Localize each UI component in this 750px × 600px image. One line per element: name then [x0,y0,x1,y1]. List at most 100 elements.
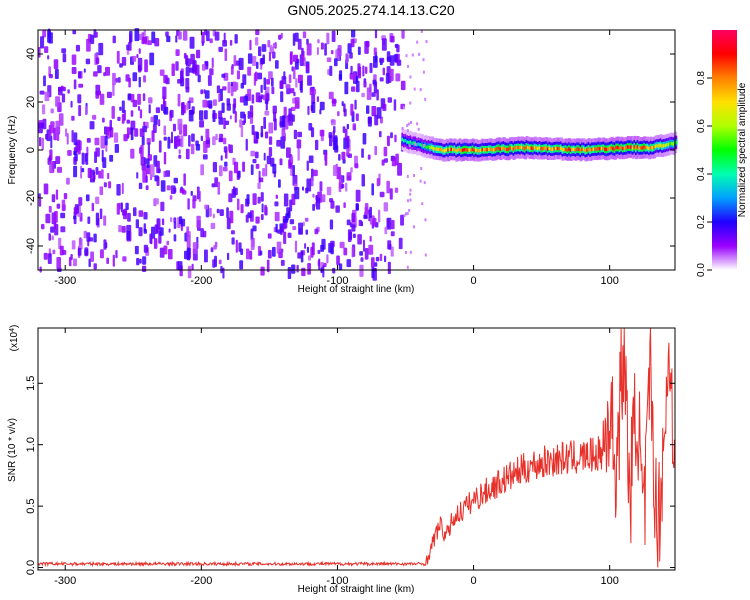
heatmap-cell [163,125,166,136]
heatmap-cell [453,147,457,151]
heatmap-cell [386,180,390,194]
heatmap-cell [195,64,200,76]
heatmap-cell [412,225,415,229]
heatmap-cell [571,147,575,152]
heatmap-cell [223,117,226,130]
heatmap-cell [376,89,379,101]
heatmap-cell [530,146,534,150]
heatmap-cell [476,149,480,153]
heatmap-cell [223,32,226,44]
heatmap-cell [127,212,131,222]
heatmap-cell [205,128,210,138]
heatmap-cell [222,40,227,47]
heatmap-cell [117,116,121,121]
heatmap-cell [478,149,482,153]
heatmap-cell [587,147,591,151]
heatmap-cell [307,263,311,275]
heatmap-cell [56,257,61,270]
heatmap-cell [638,146,642,150]
heatmap-cell [188,109,194,122]
heatmap-cell [561,148,565,152]
heatmap-cell [115,77,118,83]
heatmap-cell [209,68,214,76]
heatmap-cell [398,237,403,250]
heatmap-cell [330,200,335,209]
heatmap-cell [385,73,390,84]
heatmap-cell [187,198,190,210]
heatmap-cell [112,254,115,267]
heatmap-cell [329,65,333,76]
heatmap-cell [659,143,663,147]
heatmap-cell [207,75,212,86]
heatmap-cell [52,249,56,255]
heatmap-cell [324,43,327,56]
heatmap-cell [381,159,385,166]
heatmap-cell [192,199,196,209]
heatmap-cell [266,155,271,165]
heatmap-cell [417,142,421,146]
heatmap-cell [400,214,404,226]
heatmap-cell [200,89,204,95]
heatmap-cell [379,57,385,63]
heatmap-cell [371,257,375,268]
heatmap-cell [255,216,260,224]
heatmap-cell [245,214,249,223]
heatmap-cell [408,144,411,148]
heatmap-cell [183,173,186,186]
heatmap-cell [615,145,619,150]
heatmap-cell [50,108,54,114]
heatmap-cell [117,77,121,83]
heatmap-cell [50,135,53,149]
heatmap-cell [365,40,370,48]
heatmap-cell [151,31,156,44]
heatmap-cell [195,144,201,151]
heatmap-cell [357,234,362,245]
x-tick-label: 0 [470,575,476,587]
heatmap-cell [285,213,289,221]
heatmap-cell [71,54,77,65]
heatmap-cell [229,39,233,46]
heatmap-cell [95,196,100,204]
heatmap-cell [99,208,103,220]
heatmap-cell [203,89,206,94]
heatmap-cell [381,38,387,51]
heatmap-cell [251,124,255,135]
heatmap-cell [100,135,106,149]
heatmap-cell [362,133,367,145]
heatmap-cell [401,29,405,39]
heatmap-cell [612,146,616,151]
heatmap-cell [461,148,465,152]
heatmap-cell [379,191,385,198]
heatmap-cell [274,211,280,222]
heatmap-cell [226,207,229,218]
heatmap-cell [265,99,268,111]
heatmap-cell [57,166,62,173]
heatmap-cell [264,204,267,215]
heatmap-cell [223,137,227,145]
heatmap-cell [343,247,348,256]
heatmap-cell [48,205,52,213]
heatmap-cell [134,28,140,42]
heatmap-cell [145,175,148,183]
heatmap-cell [386,56,392,62]
heatmap-cell [594,147,598,151]
heatmap-cell [337,111,340,117]
heatmap-cell [190,190,193,196]
heatmap-cell [550,147,554,151]
heatmap-cell [163,136,167,141]
heatmap-cell [361,148,364,158]
heatmap-cell [278,252,283,259]
heatmap-cell [42,118,47,130]
heatmap-cell [73,150,77,156]
heatmap-cell [116,203,120,215]
heatmap-cell [212,136,216,146]
heatmap-cell [186,235,191,248]
heatmap-cell [102,117,105,123]
heatmap-cell [369,62,373,73]
heatmap-cell [125,74,130,82]
heatmap-cell [108,181,112,189]
heatmap-cell [439,147,442,152]
heatmap-cell [101,169,104,179]
x-tick-label: -100 [326,575,348,587]
heatmap-cell [332,267,336,274]
